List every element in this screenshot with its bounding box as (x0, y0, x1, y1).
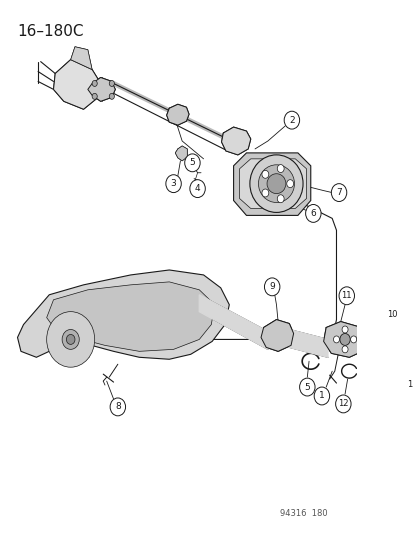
Text: 8: 8 (115, 402, 121, 411)
Text: 2: 2 (288, 116, 294, 125)
Circle shape (299, 378, 314, 396)
Circle shape (286, 180, 293, 188)
Circle shape (283, 111, 299, 129)
Circle shape (190, 180, 205, 198)
Polygon shape (53, 60, 100, 109)
Circle shape (184, 154, 199, 172)
Text: 7: 7 (335, 188, 341, 197)
Polygon shape (239, 159, 306, 208)
Circle shape (338, 287, 354, 305)
Polygon shape (323, 321, 363, 357)
Circle shape (350, 336, 356, 343)
Text: 11: 11 (406, 379, 413, 389)
Polygon shape (356, 318, 394, 357)
Circle shape (384, 306, 399, 324)
Polygon shape (261, 320, 293, 351)
Circle shape (47, 312, 95, 367)
Circle shape (66, 335, 75, 344)
Ellipse shape (258, 165, 294, 203)
Circle shape (339, 334, 349, 345)
Circle shape (166, 175, 181, 192)
Text: 5: 5 (189, 158, 195, 167)
Text: 10: 10 (386, 310, 396, 319)
Polygon shape (71, 47, 92, 69)
Circle shape (330, 184, 346, 201)
Text: 5: 5 (304, 383, 309, 392)
Text: 94316  180: 94316 180 (280, 509, 327, 518)
Circle shape (261, 171, 268, 179)
Circle shape (341, 326, 347, 333)
Text: 4: 4 (194, 184, 200, 193)
Text: 9: 9 (268, 282, 274, 292)
Circle shape (264, 278, 279, 296)
Circle shape (110, 398, 125, 416)
Circle shape (277, 195, 283, 203)
Circle shape (109, 93, 114, 99)
Circle shape (92, 93, 97, 99)
Ellipse shape (266, 174, 285, 193)
Polygon shape (383, 316, 413, 359)
Polygon shape (199, 295, 267, 349)
Polygon shape (166, 104, 189, 125)
Text: 3: 3 (170, 179, 176, 188)
Polygon shape (47, 282, 214, 351)
Text: 1: 1 (318, 391, 324, 400)
Text: 16–180C: 16–180C (17, 24, 84, 39)
Polygon shape (175, 146, 187, 161)
Circle shape (277, 165, 283, 173)
Polygon shape (17, 270, 229, 359)
Polygon shape (233, 153, 310, 215)
Circle shape (335, 395, 350, 413)
Text: 6: 6 (310, 209, 316, 218)
Text: 11: 11 (341, 291, 351, 300)
Circle shape (92, 80, 97, 86)
Circle shape (109, 80, 114, 86)
Circle shape (403, 375, 413, 393)
Circle shape (333, 336, 339, 343)
Ellipse shape (249, 155, 302, 213)
Polygon shape (289, 329, 327, 357)
Circle shape (341, 346, 347, 353)
Circle shape (261, 189, 268, 197)
Text: 12: 12 (337, 399, 348, 408)
Polygon shape (88, 77, 115, 101)
Polygon shape (221, 127, 250, 155)
Circle shape (62, 329, 79, 349)
Circle shape (305, 205, 320, 222)
Circle shape (313, 387, 329, 405)
